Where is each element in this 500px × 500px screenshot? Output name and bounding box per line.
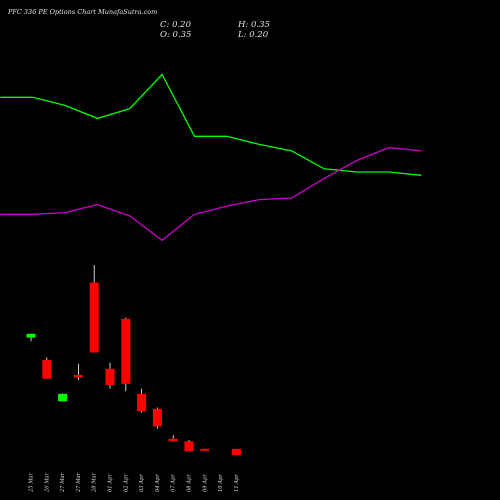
x-tick-label: 08 Apr bbox=[187, 474, 193, 492]
candle bbox=[105, 362, 115, 389]
x-tick-label: 09 Apr bbox=[202, 474, 208, 492]
candle bbox=[73, 363, 83, 380]
x-tick-label: 10 Apr bbox=[218, 474, 224, 492]
candle bbox=[200, 448, 210, 451]
candle-body bbox=[137, 393, 147, 412]
indicator-line-2 bbox=[0, 146, 422, 242]
candle bbox=[89, 265, 99, 353]
x-tick-label: 03 Apr bbox=[139, 474, 145, 492]
candle bbox=[137, 388, 147, 413]
candle bbox=[231, 448, 241, 456]
x-tick-label: 02 Apr bbox=[123, 474, 129, 492]
candle-body bbox=[200, 448, 210, 451]
low-label: L: 0.20 bbox=[237, 30, 269, 40]
candle bbox=[184, 440, 194, 452]
x-tick-label: 28 Mar bbox=[92, 472, 98, 493]
candle bbox=[58, 393, 68, 402]
x-tick-label: 27 Mar bbox=[76, 472, 82, 493]
x-axis-ticks: 25 Mar 26 Mar 27 Mar 27 Mar 28 Mar 01 Apr 02 A… bbox=[29, 472, 240, 493]
candle-body bbox=[42, 360, 52, 379]
candle bbox=[42, 357, 52, 379]
candle-body bbox=[184, 441, 194, 452]
candle-body bbox=[121, 318, 131, 384]
x-tick-label: 07 Apr bbox=[171, 474, 177, 492]
candle-body bbox=[231, 448, 241, 456]
candles bbox=[26, 265, 241, 456]
close-label: C: 0.20 bbox=[160, 20, 192, 30]
open-label: O: 0.35 bbox=[160, 30, 191, 40]
x-tick-label: 11 Apr bbox=[234, 474, 240, 492]
candle-body bbox=[73, 375, 83, 378]
x-tick-label: 25 Mar bbox=[29, 472, 35, 493]
x-tick-label: 27 Mar bbox=[60, 472, 66, 493]
candle-body bbox=[89, 282, 99, 353]
candle-body bbox=[168, 438, 178, 442]
chart-title: PFC 336 PE Options Chart MunafaSutra.com bbox=[7, 8, 157, 16]
indicator-lines bbox=[0, 73, 422, 242]
candle-body bbox=[152, 408, 162, 427]
indicator-line-1 bbox=[0, 73, 422, 176]
candle-body bbox=[58, 393, 68, 402]
candle-body bbox=[105, 368, 115, 386]
candle bbox=[26, 333, 36, 342]
candle bbox=[121, 317, 131, 392]
candle-body bbox=[26, 333, 36, 338]
candle bbox=[168, 435, 178, 442]
high-label: H: 0.35 bbox=[237, 20, 270, 30]
candle bbox=[152, 407, 162, 429]
x-tick-label: 01 Apr bbox=[108, 474, 114, 492]
x-tick-label: 04 Apr bbox=[155, 474, 161, 492]
x-tick-label: 26 Mar bbox=[44, 472, 50, 493]
